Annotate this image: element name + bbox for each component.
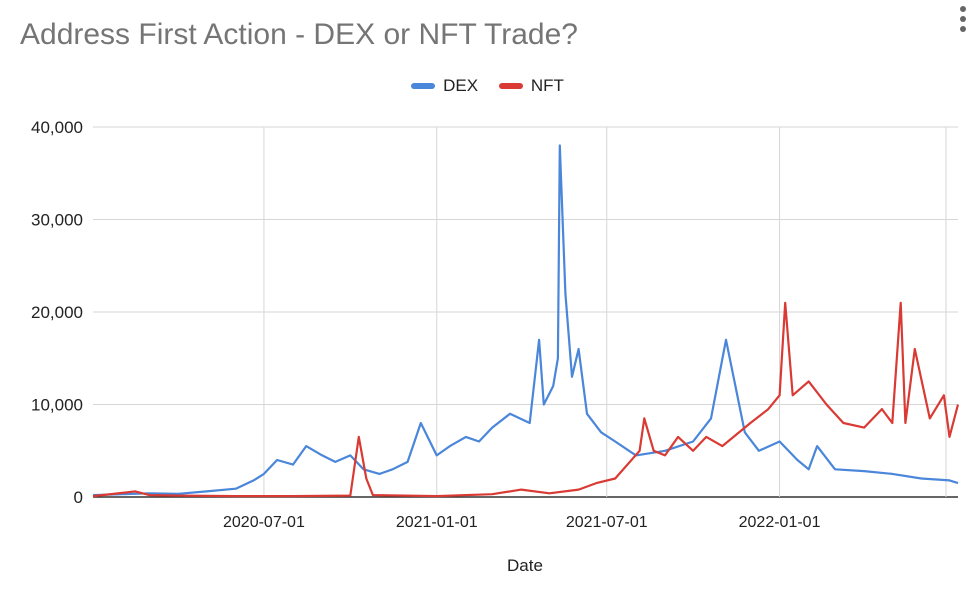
series-line-dex bbox=[92, 144, 959, 497]
legend-label-dex: DEX bbox=[443, 76, 479, 95]
legend-label-nft: NFT bbox=[530, 76, 564, 95]
chart-legend: DEX NFT bbox=[0, 74, 975, 96]
x-tick-label: 2020-07-01 bbox=[223, 514, 305, 531]
series-line-nft bbox=[92, 301, 960, 498]
y-tick-label: 30,000 bbox=[31, 211, 83, 230]
legend-swatch-nft bbox=[498, 83, 523, 89]
more-vert-icon[interactable] bbox=[958, 6, 968, 40]
y-tick-label: 10,000 bbox=[31, 396, 83, 415]
x-tick-label: 2022-01-01 bbox=[739, 514, 821, 531]
chart-title: Address First Action - DEX or NFT Trade? bbox=[20, 18, 578, 51]
y-tick-label: 20,000 bbox=[31, 303, 83, 322]
y-tick-label: 0 bbox=[74, 488, 83, 507]
legend-swatch-dex bbox=[411, 83, 436, 89]
legend-item-nft[interactable]: NFT bbox=[498, 76, 564, 96]
x-tick-label: 2021-01-01 bbox=[396, 514, 478, 531]
x-axis-label: Date bbox=[507, 556, 543, 575]
x-tick-label: 2021-07-01 bbox=[566, 514, 648, 531]
y-tick-label: 40,000 bbox=[31, 118, 83, 137]
legend-item-dex[interactable]: DEX bbox=[411, 76, 478, 96]
